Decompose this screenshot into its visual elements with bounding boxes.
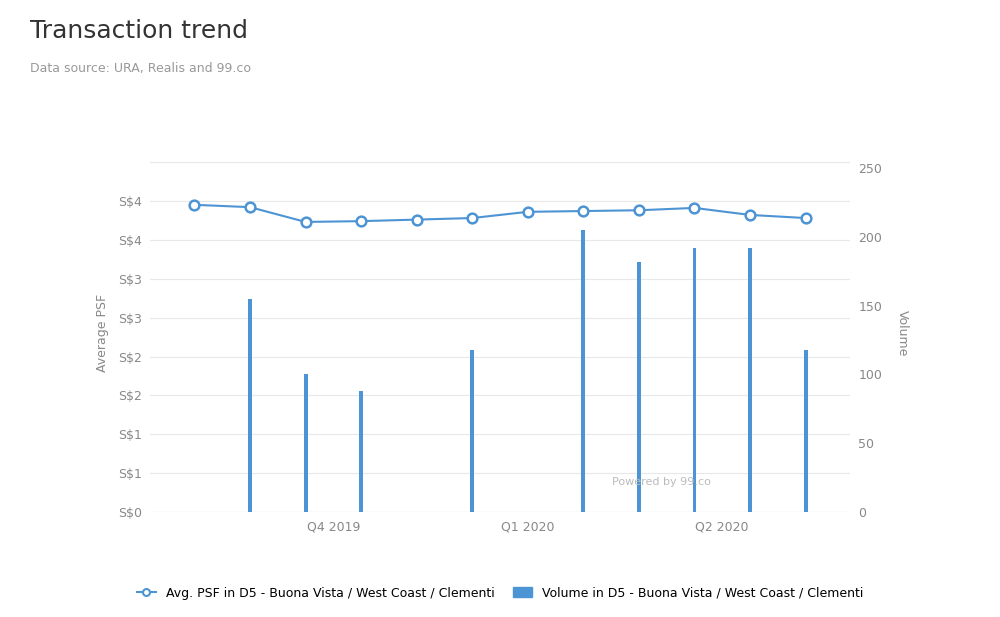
Bar [359, 391, 363, 512]
Bar [804, 350, 808, 512]
Y-axis label: Volume: Volume [896, 310, 909, 357]
Bar [581, 230, 585, 512]
Legend: Avg. PSF in D5 - Buona Vista / West Coast / Clementi, Volume in D5 - Buona Vista: Avg. PSF in D5 - Buona Vista / West Coas… [132, 582, 868, 605]
Bar [692, 248, 696, 512]
Bar [304, 375, 308, 512]
Text: Transaction trend: Transaction trend [30, 19, 248, 43]
Y-axis label: Average PSF: Average PSF [96, 294, 109, 372]
Bar [248, 299, 252, 512]
Text: Powered by 99.co: Powered by 99.co [612, 477, 710, 487]
Text: Data source: URA, Realis and 99.co: Data source: URA, Realis and 99.co [30, 62, 251, 75]
Bar [637, 262, 641, 512]
Bar [748, 248, 752, 512]
Bar [470, 350, 474, 512]
